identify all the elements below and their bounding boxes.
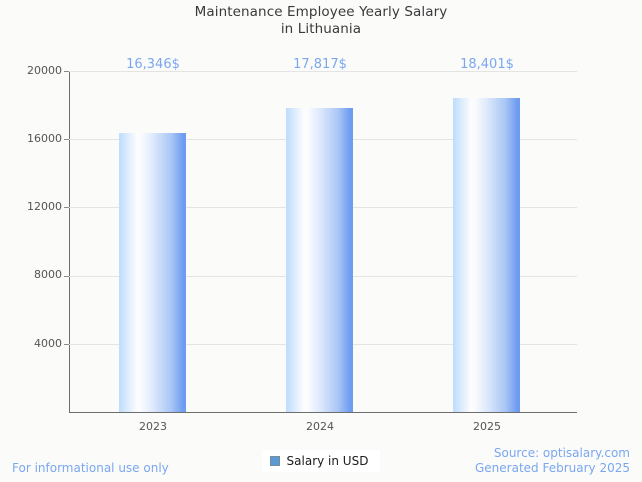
- y-axis-tick-label-20000: 20000: [27, 64, 62, 77]
- y-axis-tick-label-4000: 4000: [34, 337, 62, 350]
- tick-mark-4000: [64, 344, 69, 345]
- footer-source: Source: optisalary.com: [493, 446, 630, 460]
- footer-generated: Generated February 2025: [474, 461, 630, 475]
- gridline-20000: [64, 71, 577, 72]
- y-axis-tick-label-16000: 16000: [27, 132, 62, 145]
- chart-title-line-2: in Lithuania: [280, 21, 362, 37]
- legend-item-label: Salary in USD: [286, 454, 369, 468]
- bar-2024[interactable]: [286, 108, 353, 412]
- value-label-2023: 16,346$: [126, 57, 180, 72]
- chart-title-line-1: Maintenance Employee Yearly Salary: [194, 4, 448, 20]
- y-axis-tick-label-8000: 8000: [34, 268, 62, 281]
- x-axis-line: [69, 412, 577, 413]
- chart-title: Maintenance Employee Yearly Salary in Li…: [0, 4, 642, 38]
- legend-swatch-icon: [269, 456, 280, 466]
- footer-source-block: Source: optisalary.com Generated Februar…: [475, 446, 630, 476]
- tick-mark-12000: [64, 207, 69, 208]
- x-axis-tick-label-2023: 2023: [139, 420, 167, 433]
- bar-2023[interactable]: [119, 133, 186, 412]
- bar-2025[interactable]: [453, 98, 520, 412]
- legend-item-salary-in-usd[interactable]: Salary in USD: [261, 450, 381, 472]
- x-axis-tick-label-2024: 2024: [306, 420, 334, 433]
- value-label-2025: 18,401$: [460, 57, 514, 72]
- x-axis-tick-label-2025: 2025: [473, 420, 501, 433]
- chart-legend: Salary in USD: [0, 450, 642, 472]
- y-axis-tick-label-12000: 12000: [27, 200, 62, 213]
- tick-mark-16000: [64, 139, 69, 140]
- tick-mark-20000: [64, 71, 69, 72]
- plot-area: [64, 71, 577, 412]
- y-axis-line: [69, 71, 70, 413]
- tick-mark-8000: [64, 276, 69, 277]
- value-label-2024: 17,817$: [293, 57, 347, 72]
- footer-disclaimer: For informational use only: [12, 461, 169, 475]
